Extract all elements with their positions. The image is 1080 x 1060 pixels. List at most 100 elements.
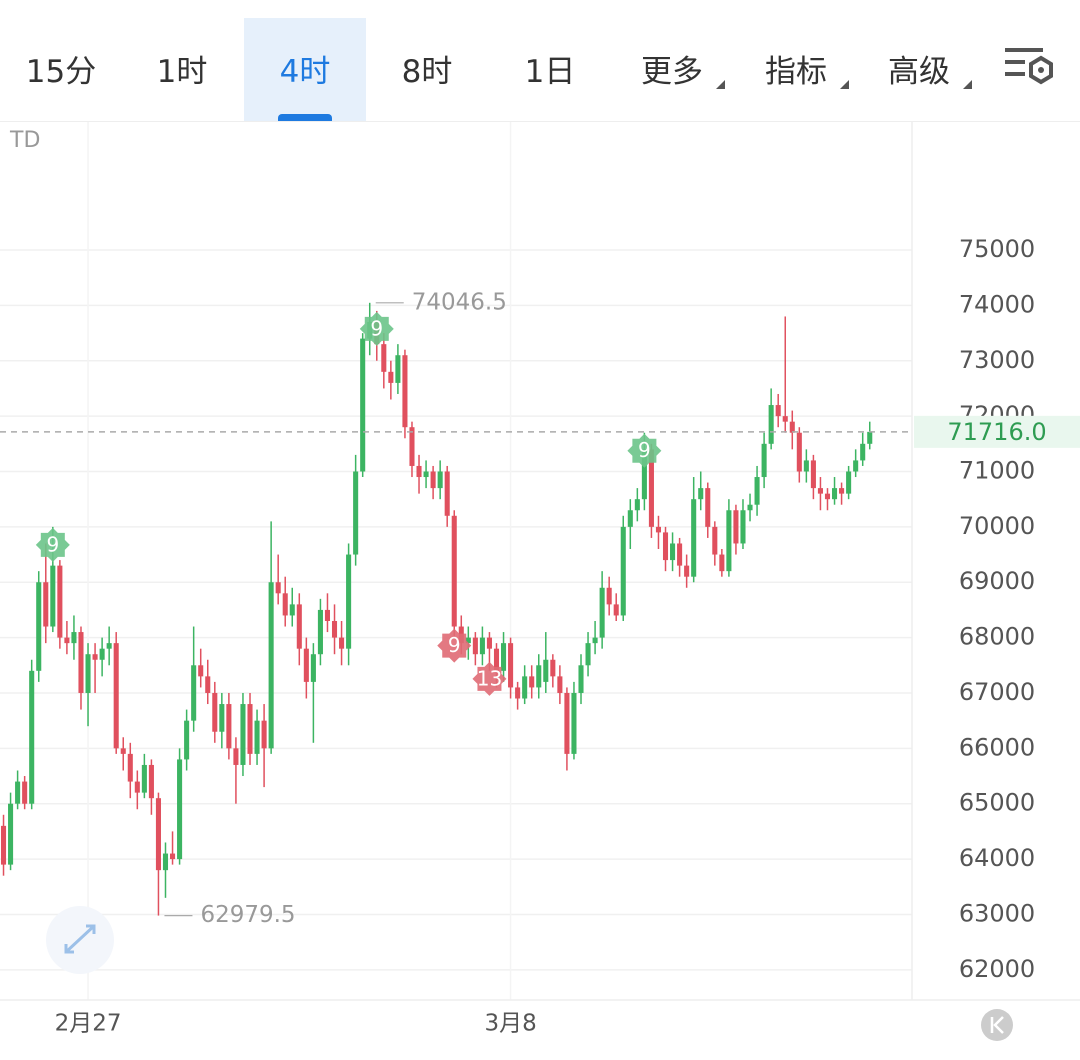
candle-body: [50, 565, 56, 627]
candle-body: [578, 665, 584, 693]
timeframe-tab[interactable]: 15分: [25, 54, 97, 90]
timeframe-tab[interactable]: 8时: [401, 54, 453, 90]
candle-body: [789, 421, 795, 433]
candle-body: [198, 665, 204, 677]
scroll-latest-button[interactable]: [981, 1009, 1013, 1041]
candle-body: [324, 609, 331, 621]
candle-body: [810, 460, 816, 489]
y-tick-label: 68000: [959, 623, 1035, 651]
candle-body: [648, 449, 654, 527]
candle-body: [353, 471, 359, 555]
candle-body: [522, 676, 528, 699]
timeframe-tab[interactable]: 1时: [156, 54, 208, 90]
candle-body: [317, 609, 323, 655]
candle-body: [515, 687, 521, 699]
candle-body: [331, 620, 338, 638]
candle-body: [557, 676, 563, 693]
timeframe-tab[interactable]: 高级: [888, 54, 950, 90]
toolbar: 15分 1时 4时 8时 1日 更多 指标 高级: [0, 0, 1080, 122]
y-tick-label: 74000: [959, 290, 1035, 318]
expand-button[interactable]: [46, 906, 114, 974]
candle-body: [247, 704, 253, 754]
candle-body: [360, 338, 366, 472]
td-marker-label: 9: [448, 633, 461, 657]
candle-body: [501, 643, 507, 671]
candle-body: [29, 670, 35, 804]
candle-body: [606, 587, 612, 605]
y-tick-label: 71000: [959, 456, 1035, 484]
candle-body: [634, 499, 640, 511]
candle-body: [691, 499, 697, 577]
candle-body: [71, 632, 77, 644]
candle-body: [508, 643, 514, 688]
candle-body: [85, 654, 91, 693]
candle-body: [437, 471, 443, 489]
td-marker: [359, 311, 394, 346]
y-tick-label: 62000: [959, 955, 1035, 983]
dropdown-arrow: [963, 80, 972, 89]
candle-body: [226, 704, 232, 749]
settings-icon[interactable]: [1005, 46, 1055, 96]
candle-body: [451, 515, 457, 627]
candle-body: [444, 471, 450, 516]
y-tick-label: 63000: [959, 899, 1035, 927]
candle-body: [754, 477, 760, 505]
candle-body: [205, 676, 211, 693]
candle-body: [655, 526, 662, 533]
y-tick-label: 64000: [959, 844, 1035, 872]
candle-body: [346, 554, 352, 649]
candle-body: [177, 759, 183, 860]
candle-body: [571, 692, 577, 754]
candle-body: [846, 471, 852, 494]
candle-body: [585, 643, 591, 666]
dropdown-arrow: [716, 80, 725, 89]
timeframe-tab[interactable]: 更多: [641, 54, 703, 90]
candle-body: [493, 648, 500, 671]
timeframe-tab[interactable]: 指标: [765, 54, 827, 90]
candle-body: [465, 637, 471, 644]
td-marker-label: 9: [46, 532, 59, 556]
candle-body: [747, 504, 753, 511]
dropdown-arrow: [840, 80, 849, 89]
candle-body: [64, 637, 70, 644]
y-tick-label: 75000: [959, 235, 1035, 263]
timeframe-tab[interactable]: 4时: [244, 18, 366, 121]
candle-body: [8, 803, 14, 865]
timeframe-tab[interactable]: 1日: [524, 54, 576, 90]
candle-body: [839, 488, 845, 494]
candle-body: [670, 543, 676, 561]
candle-body: [409, 427, 415, 466]
y-tick-label: 69000: [959, 567, 1035, 595]
candle-body: [529, 676, 535, 688]
candle-body: [388, 371, 394, 383]
candle-body: [472, 637, 478, 655]
candle-body: [162, 853, 169, 871]
annotation-label: 74046.5: [412, 289, 507, 315]
y-tick-label: 73000: [959, 346, 1035, 374]
candle-body: [627, 510, 633, 527]
candle-body: [613, 604, 619, 616]
candle-body: [662, 532, 669, 561]
candle-body: [275, 582, 281, 594]
candle-body: [867, 431, 873, 444]
td-marker: [472, 661, 507, 696]
candle-body: [141, 764, 147, 793]
y-tick-label: 70000: [959, 512, 1035, 540]
candle-body: [57, 565, 63, 638]
candle-body: [310, 654, 316, 682]
candle-body: [733, 510, 739, 544]
candle-body: [191, 665, 197, 721]
candle-body: [36, 582, 42, 671]
candle-body: [782, 416, 788, 422]
candle-body: [0, 825, 7, 865]
td-marker-label: 13: [477, 666, 502, 690]
candle-body: [339, 637, 345, 649]
candle-body: [395, 355, 401, 383]
candle-body: [402, 355, 408, 428]
candle-body: [212, 692, 218, 732]
candle-body: [768, 405, 774, 444]
candle-body: [677, 543, 683, 566]
candle-body: [684, 565, 690, 577]
candle-body: [99, 648, 105, 660]
candle-body: [106, 643, 112, 649]
